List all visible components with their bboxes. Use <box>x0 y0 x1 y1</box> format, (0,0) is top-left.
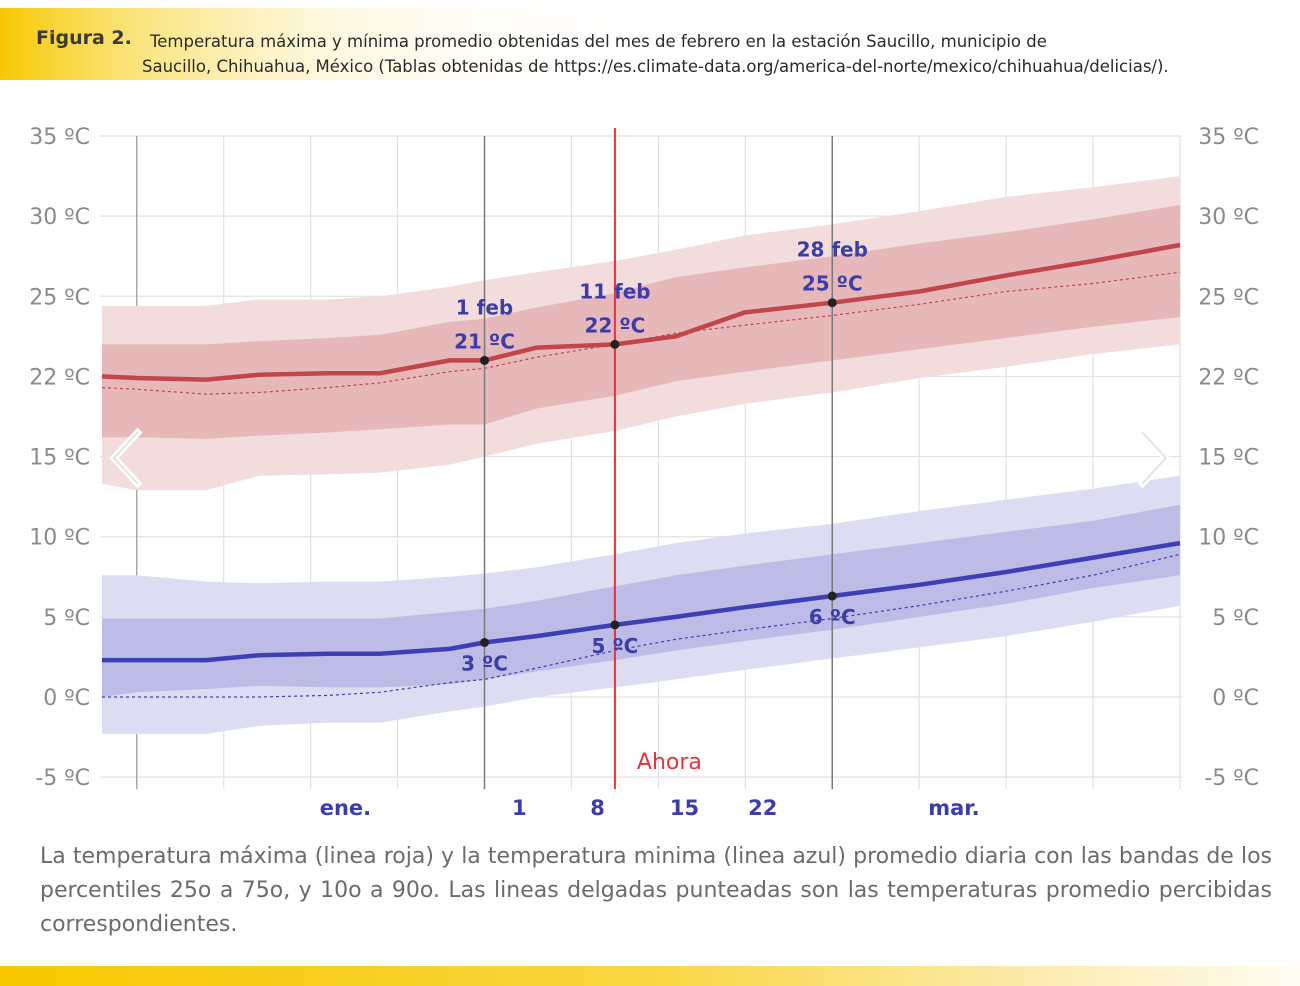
x-tick-label: 1 <box>512 796 527 820</box>
y-tick-label-left: 10 ºC <box>29 526 90 551</box>
chevron-left-icon[interactable] <box>100 418 160 498</box>
y-tick-label-left: 5 ºC <box>43 606 90 631</box>
figure-caption-line1: Temperatura máxima y mínima promedio obt… <box>150 32 1047 51</box>
annotation-temp-label: 22 ºC <box>585 313 646 337</box>
annotation-point <box>610 620 620 630</box>
chart-description: La temperatura máxima (linea roja) y la … <box>40 844 1272 937</box>
max-temp-line <box>101 242 1181 382</box>
y-tick-label-right: 10 ºC <box>1198 526 1259 551</box>
figure-caption-line2: Saucillo, Chihuahua, México (Tablas obte… <box>142 57 1169 76</box>
annotation-date-label: 28 feb <box>797 238 868 262</box>
y-tick-label-left: 0 ºC <box>43 686 90 711</box>
annotation-temp-label: 21 ºC <box>454 329 515 353</box>
annotation-date-label: 11 feb <box>579 279 650 303</box>
annotation-point <box>610 339 620 349</box>
temperature-chart: Ahora 1 feb 21 ºC 11 feb 22 ºC 28 feb 25 ºC 3 … <box>29 125 1259 820</box>
max-feels-line <box>101 271 1181 395</box>
min-feels-line <box>102 553 1181 698</box>
y-axis-ticks: -5 ºC -5 ºC 0 ºC 0 ºC 5 ºC 5 ºC 10 ºC 10 ºC 15 º… <box>29 125 1259 791</box>
y-tick-label-left: 30 ºC <box>29 205 90 230</box>
max-band-25-75 <box>102 204 1180 439</box>
y-tick-label-right: 0 ºC <box>1212 686 1259 711</box>
annotation-point <box>827 591 837 601</box>
figure-caption: Temperatura máxima y mínima promedio obt… <box>142 29 1280 79</box>
y-tick-label-right: 15 ºC <box>1198 446 1259 471</box>
y-tick-label-right: -5 ºC <box>1204 766 1259 791</box>
y-tick-label-left: 35 ºC <box>29 125 90 150</box>
min-band-25-75 <box>102 504 1180 697</box>
x-tick-label: mar. <box>928 796 979 820</box>
y-tick-label-right: 35 ºC <box>1198 125 1259 150</box>
annotation-date-label: 1 feb <box>456 295 513 319</box>
y-tick-label-left: 15 ºC <box>29 446 90 471</box>
y-tick-label-right: 30 ºC <box>1198 205 1259 230</box>
series-lines <box>101 242 1181 698</box>
y-tick-label-left: 25 ºC <box>29 285 90 310</box>
annotation-point <box>827 298 837 308</box>
header-accent-band <box>0 8 1300 80</box>
annotation-temp-label: 6 ºC <box>809 605 856 629</box>
y-tick-label-left: -5 ºC <box>35 766 90 791</box>
min-temp-line <box>102 540 1181 663</box>
percentile-bands <box>102 176 1180 734</box>
annotation-point <box>480 355 490 365</box>
y-tick-label-right: 5 ºC <box>1212 606 1259 631</box>
annotation-temp-label: 25 ºC <box>802 272 863 296</box>
chevron-right-icon[interactable] <box>1120 418 1180 498</box>
annotation-points <box>480 298 837 648</box>
footer-accent-band <box>0 966 1300 986</box>
x-tick-label: 15 <box>670 796 699 820</box>
annotation-temp-label: 5 ºC <box>591 634 638 658</box>
annotation-point <box>480 638 490 648</box>
y-tick-label-right: 22 ºC <box>1198 365 1259 390</box>
annotation-labels: 1 feb 21 ºC 11 feb 22 ºC 28 feb 25 ºC 3 ºC 5 ºC… <box>454 238 868 676</box>
annotation-temp-label: 3 ºC <box>461 652 508 676</box>
marker-vertical-lines <box>483 136 834 790</box>
x-tick-label: 8 <box>590 796 605 820</box>
x-axis-ticks: ene. 1 8 15 22 mar. <box>320 796 980 820</box>
y-tick-label-right: 25 ºC <box>1198 285 1259 310</box>
x-tick-label: ene. <box>320 796 371 820</box>
figure-label: Figura 2. <box>36 27 132 49</box>
x-tick-label: 22 <box>748 796 777 820</box>
y-tick-label-left: 22 ºC <box>29 365 90 390</box>
now-label: Ahora <box>637 750 702 775</box>
now-marker: Ahora <box>613 128 702 790</box>
